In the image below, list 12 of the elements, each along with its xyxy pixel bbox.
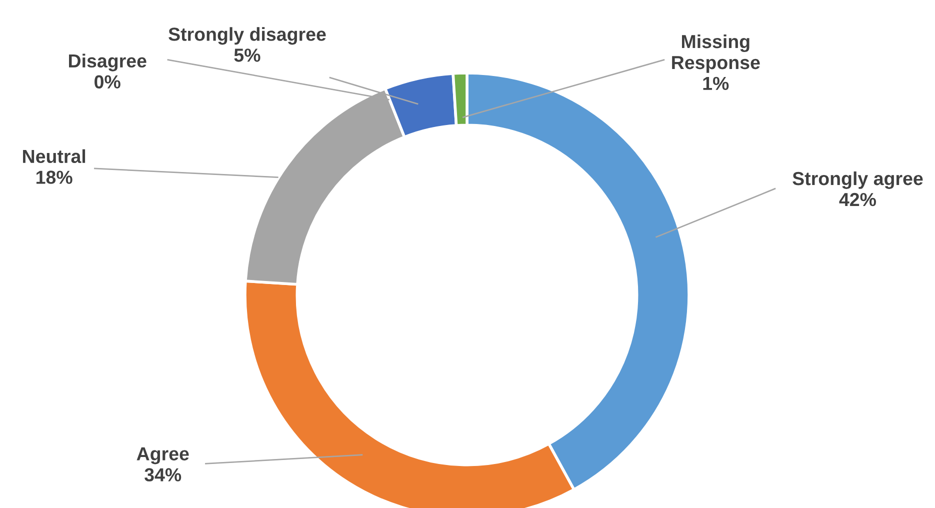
category-label: Disagree <box>69 54 146 72</box>
slice-label: Agree <box>136 447 189 464</box>
data-label: 18% <box>36 170 72 184</box>
text: 0% <box>94 75 120 89</box>
slice-label: Neutral <box>23 149 86 164</box>
data-label: 42% <box>839 192 876 206</box>
slice-label: Strongly disagree <box>168 27 326 45</box>
data-label: 1% <box>703 76 729 90</box>
slice-label: Strongly agree <box>792 171 923 190</box>
slice-label: Missing Response <box>672 34 760 73</box>
data-label: 34% <box>144 468 182 482</box>
data-label: 5% <box>234 48 260 62</box>
